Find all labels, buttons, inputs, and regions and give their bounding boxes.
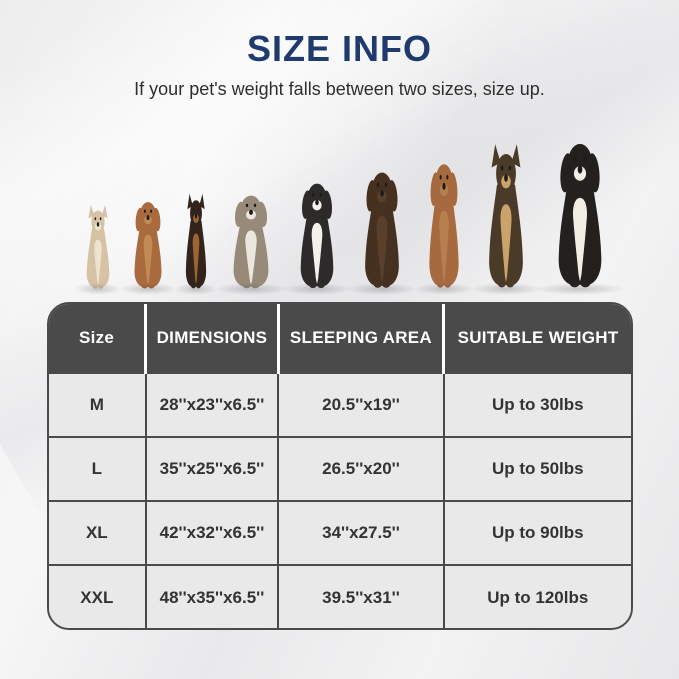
- dog-border-collie-image: [282, 175, 352, 295]
- dog-chocolate-labrador-image: [346, 163, 418, 295]
- dog-cavalier-spaniel-image: [119, 195, 177, 295]
- cell-l-size: L: [49, 436, 146, 501]
- column-header-dimensions: DIMENSIONS: [144, 304, 279, 373]
- dog-miniature-pinscher-image: [174, 193, 218, 295]
- table-header-row: Size DIMENSIONS SLEEPING AREA SUITABLE WEIG…: [49, 304, 631, 373]
- size-table: Size DIMENSIONS SLEEPING AREA SUITABLE WEIG…: [47, 302, 633, 630]
- cell-l-suitable-weight: Up to 50lbs: [442, 436, 631, 501]
- size-row-xxl: XXL 48''x35''x6.5'' 39.5''x31'' Up to 120lb…: [49, 564, 631, 628]
- page-subtitle: If your pet's weight falls between two s…: [134, 79, 545, 99]
- cell-xl-suitable-weight: Up to 90lbs: [442, 500, 631, 565]
- cell-xl-sleeping-area: 34''x27.5'': [277, 500, 444, 565]
- cell-xxl-suitable-weight: Up to 120lbs: [442, 564, 631, 628]
- dog-german-shepherd-image: [470, 143, 542, 295]
- dog-bernese-mountain-dog-image: [534, 132, 626, 295]
- size-row-m: M 28''x23''x6.5'' 20.5''x19'' Up to 30lbs: [49, 372, 631, 437]
- cell-xl-size: XL: [49, 500, 146, 565]
- cell-l-sleeping-area: 26.5''x20'': [277, 436, 444, 501]
- cell-xxl-size: XXL: [49, 564, 146, 628]
- dog-english-bulldog-image: [213, 188, 289, 295]
- cell-m-suitable-weight: Up to 30lbs: [442, 372, 631, 437]
- dog-lineup-image: [74, 124, 626, 295]
- column-header-suitable-weight: SUITABLE WEIGHT: [442, 304, 631, 373]
- cell-xxl-dimensions: 48''x35''x6.5'': [144, 564, 279, 628]
- cell-xl-dimensions: 42''x32''x6.5'': [144, 500, 279, 565]
- cell-l-dimensions: 35''x25''x6.5'': [144, 436, 279, 501]
- cell-xxl-sleeping-area: 39.5''x31'': [277, 564, 444, 628]
- cell-m-dimensions: 28''x23''x6.5'': [144, 372, 279, 437]
- size-row-l: L 35''x25''x6.5'' 26.5''x20'' Up to 50lbs: [49, 436, 631, 501]
- cell-m-size: M: [49, 372, 146, 437]
- dog-vizsla-image: [412, 154, 476, 295]
- column-header-size: Size: [49, 304, 146, 373]
- size-row-xl: XL 42''x32''x6.5'' 34''x27.5'' Up to 90lbs: [49, 500, 631, 565]
- cell-m-sleeping-area: 20.5''x19'': [277, 372, 444, 437]
- column-header-sleeping-area: SLEEPING AREA: [276, 304, 444, 373]
- page-title: SIZE INFO: [246, 28, 432, 69]
- dog-french-bulldog-image: [74, 204, 122, 295]
- table-body: M 28''x23''x6.5'' 20.5''x19'' Up to 30lbs L 3…: [49, 372, 631, 628]
